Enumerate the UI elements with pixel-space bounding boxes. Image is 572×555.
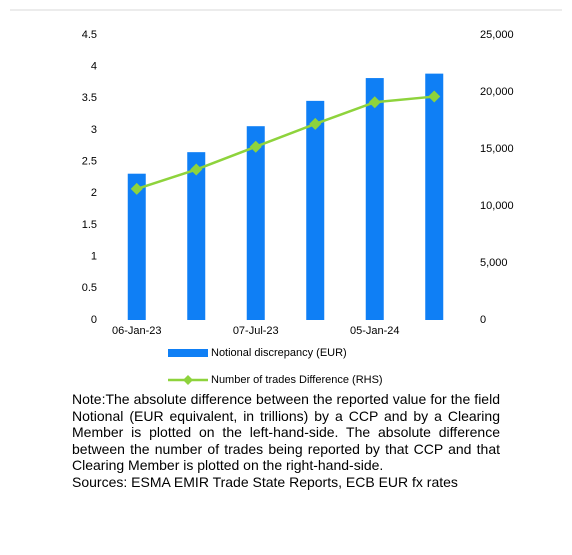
bar: [306, 100, 325, 320]
y-tick-label: 2.5: [82, 156, 97, 168]
y2-tick-label: 0: [480, 314, 486, 326]
y-tick-label: 0.5: [82, 282, 97, 294]
line-marker: [130, 182, 143, 195]
y2-tick-label: 25,000: [480, 29, 514, 41]
legend-swatch: [168, 349, 208, 357]
line: [136, 95, 435, 191]
line-marker: [309, 117, 322, 130]
y-tick-label: 0: [91, 314, 97, 326]
y2-tick-label: 15,000: [480, 143, 514, 155]
y2-tick-label: 10,000: [480, 200, 514, 212]
line-marker: [368, 96, 381, 109]
line-marker: [249, 140, 262, 153]
x-tick-label: 05-Jan-24: [350, 325, 400, 337]
y-tick-label: 4.5: [82, 29, 97, 41]
y2-tick-label: 20,000: [480, 86, 514, 98]
bar: [365, 78, 384, 320]
legend-marker: [183, 375, 193, 385]
y-tick-label: 1: [91, 251, 97, 263]
source: Sources: ESMA EMIR Trade State Reports, …: [72, 473, 458, 490]
y-tick-label: 2: [91, 187, 97, 199]
bar: [425, 73, 444, 320]
y-tick-label: 3.5: [82, 92, 97, 104]
note: Note:The absolute difference between the…: [72, 391, 500, 474]
legend-label: Notional discrepancy (EUR): [211, 347, 347, 359]
x-tick-label: 07-Jul-23: [233, 325, 279, 337]
y-tick-label: 4: [91, 61, 97, 73]
bar: [246, 126, 265, 320]
chart: 0 0.5 1 1.5 2 2.5 3 3.5 4 4.5 0 5,000 10,000 15,000 20…: [10, 9, 562, 386]
line-marker: [190, 163, 203, 176]
y-tick-label: 3: [91, 124, 97, 136]
bar: [187, 152, 206, 320]
y2-tick-label: 5,000: [480, 257, 508, 269]
line-marker: [428, 90, 441, 103]
note-block: Note:The absolute difference between the…: [72, 391, 500, 491]
bar: [127, 173, 146, 320]
x-tick-label: 06-Jan-23: [112, 325, 162, 337]
legend-label: Number of trades Difference (RHS): [211, 374, 383, 386]
y-tick-label: 1.5: [82, 219, 97, 231]
